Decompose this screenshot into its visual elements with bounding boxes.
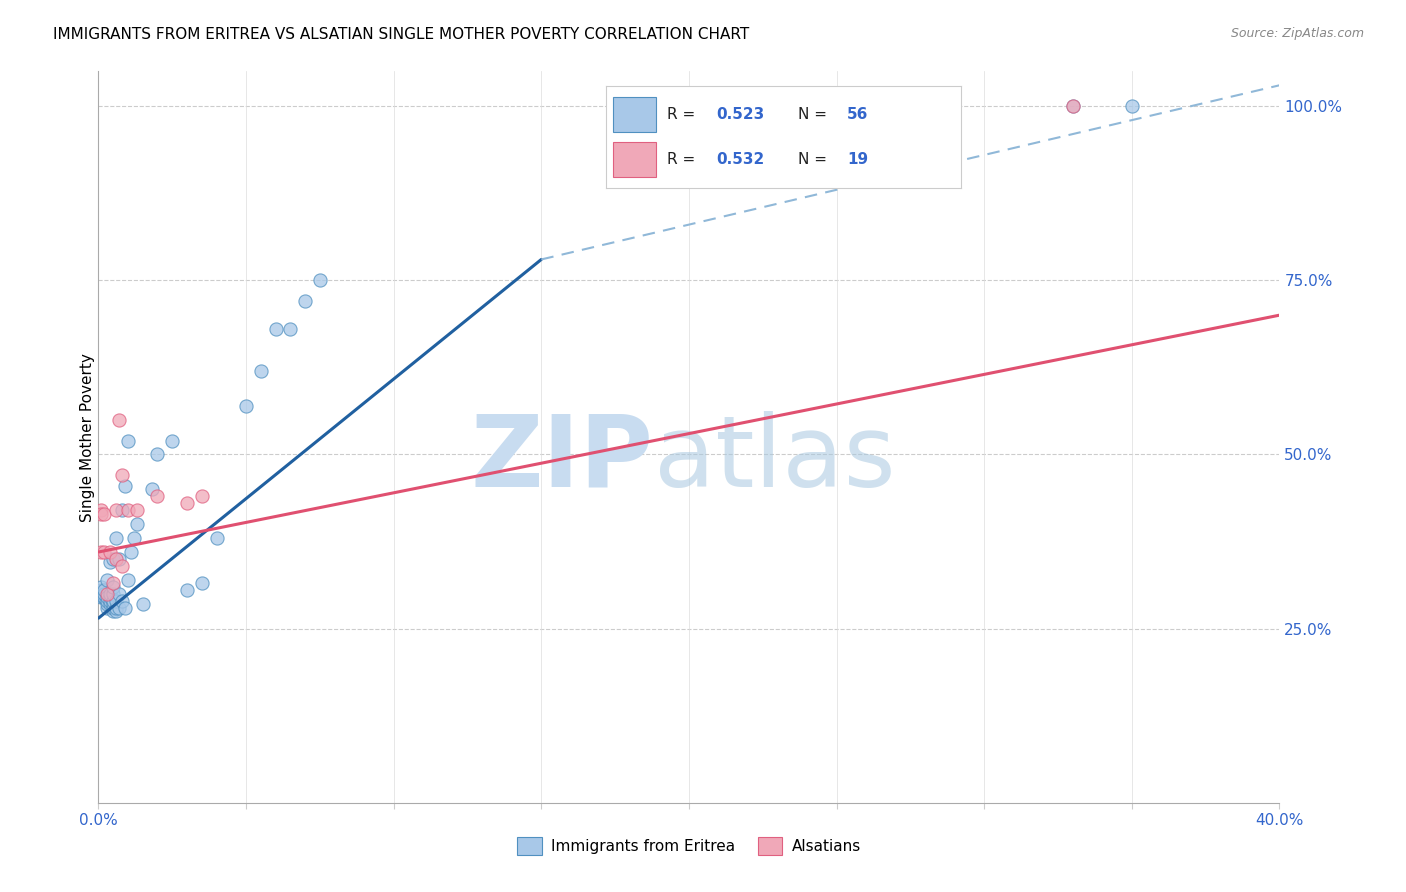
Point xyxy=(1062,99,1084,113)
Point xyxy=(103,604,125,618)
Point xyxy=(120,545,142,559)
Point xyxy=(105,594,128,608)
Point xyxy=(108,552,131,566)
Point xyxy=(1062,99,1084,113)
Point xyxy=(103,587,125,601)
Point xyxy=(96,597,118,611)
Text: ZIP: ZIP xyxy=(471,410,654,508)
Point xyxy=(111,468,134,483)
Point xyxy=(191,576,214,591)
Point xyxy=(125,517,148,532)
Point xyxy=(111,503,134,517)
Point xyxy=(105,503,128,517)
Point xyxy=(1121,99,1143,113)
Point xyxy=(114,479,136,493)
Point xyxy=(108,600,131,615)
Point xyxy=(105,552,128,566)
Point xyxy=(90,591,112,605)
Point xyxy=(103,597,125,611)
Point xyxy=(90,587,112,601)
Point xyxy=(294,294,316,309)
Point xyxy=(98,587,121,601)
Point xyxy=(93,583,115,598)
Point xyxy=(93,591,115,605)
Point xyxy=(125,503,148,517)
Point xyxy=(90,507,112,521)
Legend: Immigrants from Eritrea, Alsatians: Immigrants from Eritrea, Alsatians xyxy=(510,831,868,861)
Point xyxy=(108,587,131,601)
Point xyxy=(141,483,163,497)
Point xyxy=(132,597,155,611)
Point xyxy=(98,545,121,559)
Point xyxy=(117,434,139,448)
Point xyxy=(114,600,136,615)
Point xyxy=(250,364,273,378)
Point xyxy=(96,573,118,587)
Point xyxy=(191,489,214,503)
Point xyxy=(117,503,139,517)
Point xyxy=(96,587,118,601)
Point xyxy=(205,531,228,545)
Point xyxy=(98,594,121,608)
Text: Source: ZipAtlas.com: Source: ZipAtlas.com xyxy=(1230,27,1364,40)
Point xyxy=(105,600,128,615)
Point xyxy=(96,594,118,608)
Point xyxy=(91,591,114,605)
Point xyxy=(93,507,115,521)
Text: IMMIGRANTS FROM ERITREA VS ALSATIAN SINGLE MOTHER POVERTY CORRELATION CHART: IMMIGRANTS FROM ERITREA VS ALSATIAN SING… xyxy=(53,27,749,42)
Point xyxy=(162,434,183,448)
Y-axis label: Single Mother Poverty: Single Mother Poverty xyxy=(80,352,94,522)
Point xyxy=(146,448,169,462)
Point xyxy=(309,273,332,287)
Point xyxy=(264,322,287,336)
Point xyxy=(105,531,128,545)
Point xyxy=(280,322,302,336)
Point xyxy=(98,591,121,605)
Point xyxy=(176,496,198,510)
Point xyxy=(103,594,125,608)
Point xyxy=(98,556,121,570)
Point xyxy=(117,573,139,587)
Point xyxy=(103,600,125,615)
Point xyxy=(90,583,112,598)
Point xyxy=(90,503,112,517)
Point xyxy=(93,545,115,559)
Point xyxy=(176,583,198,598)
Point xyxy=(103,552,125,566)
Point xyxy=(96,591,118,605)
Point xyxy=(111,594,134,608)
Point xyxy=(105,604,128,618)
Point xyxy=(108,412,131,426)
Point xyxy=(90,580,112,594)
Point xyxy=(146,489,169,503)
Point xyxy=(98,597,121,611)
Point xyxy=(122,531,145,545)
Point xyxy=(93,587,115,601)
Point xyxy=(103,576,125,591)
Point xyxy=(111,558,134,573)
Text: atlas: atlas xyxy=(654,410,896,508)
Point xyxy=(90,545,112,559)
Point xyxy=(235,399,257,413)
Point xyxy=(103,580,125,594)
Point xyxy=(96,600,118,615)
